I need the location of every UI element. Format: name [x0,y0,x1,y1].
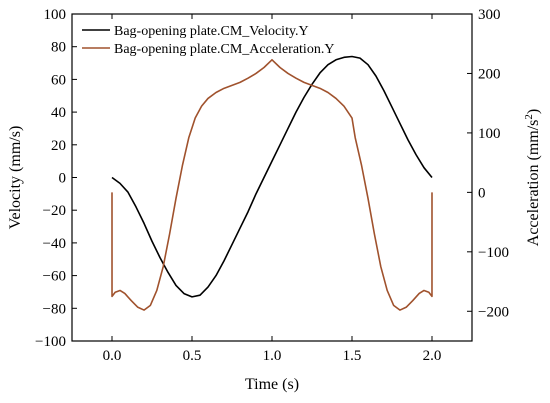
y-left-tick-label: −100 [35,334,66,350]
x-axis-label: Time (s) [245,376,299,393]
y-left-tick-label: 80 [51,40,66,56]
y-right-tick-label: 300 [478,7,501,23]
y-axis-left-label: Velocity (mm/s) [7,126,24,230]
y-right-tick-label: 200 [478,66,501,82]
legend-label-2: Bag-opening plate.CM_Acceleration.Y [114,42,334,57]
x-tick-label: 1.5 [343,348,362,364]
y-left-tick-label: 20 [51,138,66,154]
y-left-tick-label: 40 [51,105,66,121]
y-right-tick-label: −200 [478,304,509,320]
y-left-tick-label: −80 [43,301,66,317]
y-right-tick-label: 100 [478,126,501,142]
x-tick-label: 1.0 [263,348,282,364]
y-right-tick-label: 0 [478,185,486,201]
series-line-2 [111,58,433,311]
y-axis-right-label-sup: 2 [523,114,535,120]
y-left-tick-label: −20 [43,203,66,219]
y-axis-right-label: Acceleration (mm/s2) [523,109,542,246]
y-left-tick-label: 0 [59,171,67,187]
y-left-tick-label: 60 [51,72,66,88]
x-tick-label: 0.5 [183,348,202,364]
plot-area [111,55,433,311]
x-tick-label: 2.0 [423,348,442,364]
y-left-tick-label: 100 [44,7,67,23]
y-left-tick-label: −40 [43,236,66,252]
y-right-tick-label: −100 [478,245,509,261]
x-tick-label: 0.0 [103,348,122,364]
plot-frame [71,13,473,342]
legend: Bag-opening plate.CM_Velocity.Y Bag-openi… [82,24,334,57]
y-axis-right-label-main: Acceleration (mm/s [525,120,542,247]
y-axis-right-label-end: ) [525,109,542,114]
series-line-1 [111,55,433,298]
axes: 0.0 0.5 1.0 1.5 2.0−100−80−60−40−20020406080… [35,7,509,364]
legend-label-1: Bag-opening plate.CM_Velocity.Y [114,24,309,39]
y-left-tick-label: −60 [43,269,66,285]
